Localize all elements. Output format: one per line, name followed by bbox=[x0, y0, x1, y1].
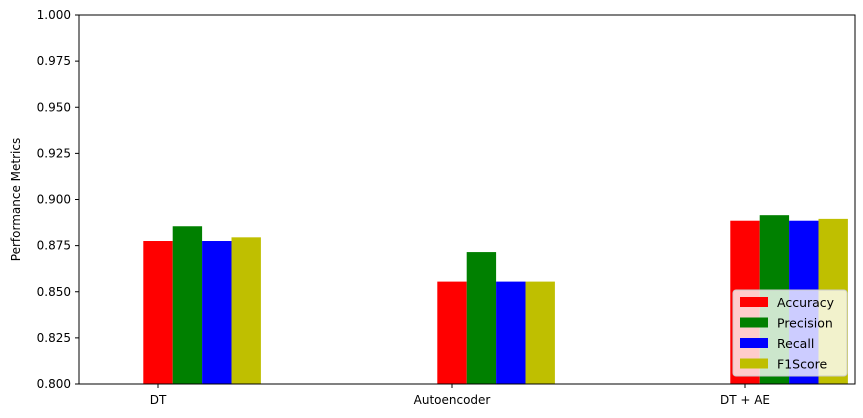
legend-swatch-precision bbox=[740, 317, 768, 328]
bar-recall-0 bbox=[202, 241, 232, 384]
y-tick-label: 0.875 bbox=[37, 239, 71, 253]
y-tick-label: 0.900 bbox=[37, 193, 71, 207]
y-tick-label: 0.975 bbox=[37, 54, 71, 68]
legend-swatch-accuracy bbox=[740, 297, 768, 307]
y-axis-label: Performance Metrics bbox=[9, 138, 23, 261]
y-tick-label: 0.800 bbox=[37, 377, 71, 391]
legend-swatch-f1score bbox=[740, 358, 768, 369]
y-axis: 0.800 0.825 0.850 0.875 0.900 0.925 0.950 0.975… bbox=[37, 8, 79, 391]
y-tick-label: 0.950 bbox=[37, 100, 71, 114]
legend-swatch-recall bbox=[740, 338, 768, 348]
legend: Accuracy Precision Recall F1Score bbox=[732, 289, 848, 377]
legend-box bbox=[732, 289, 848, 377]
legend-label-recall: Recall bbox=[777, 336, 814, 351]
x-tick-label: DT bbox=[150, 393, 167, 407]
y-tick-label: 1.000 bbox=[37, 8, 71, 22]
x-axis: DT Autoencoder DT + AE bbox=[150, 384, 770, 407]
bar-recall-1 bbox=[496, 281, 526, 384]
y-tick-label: 0.825 bbox=[37, 331, 71, 345]
bar-accuracy-1 bbox=[437, 281, 467, 384]
bar-f1score-0 bbox=[231, 237, 261, 384]
y-tick-label: 0.925 bbox=[37, 146, 71, 160]
bar-precision-1 bbox=[466, 252, 497, 384]
bar-f1score-1 bbox=[525, 281, 555, 384]
bar-precision-0 bbox=[172, 226, 203, 384]
legend-label-accuracy: Accuracy bbox=[777, 295, 835, 310]
legend-label-precision: Precision bbox=[777, 316, 833, 331]
legend-label-f1score: F1Score bbox=[777, 357, 827, 372]
x-tick-label: DT + AE bbox=[720, 393, 770, 407]
bar-accuracy-0 bbox=[143, 241, 173, 384]
x-tick-label: Autoencoder bbox=[414, 393, 491, 407]
y-tick-label: 0.850 bbox=[37, 285, 71, 299]
